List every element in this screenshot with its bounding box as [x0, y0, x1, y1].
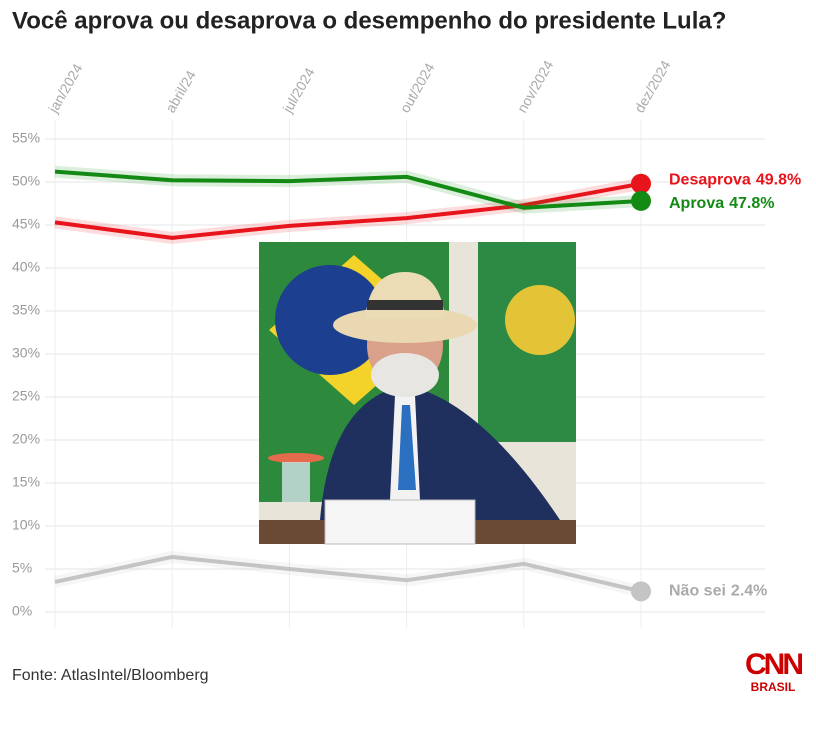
- value-label: 49.8%: [756, 172, 801, 189]
- end-dot: [631, 581, 651, 602]
- y-tick-label: 25%: [12, 388, 40, 404]
- value-label: 47.8%: [729, 195, 774, 212]
- emblem: [505, 285, 575, 355]
- end-dot: [631, 190, 651, 211]
- flag-globe: [275, 265, 385, 375]
- x-tick-label: dez/2024: [631, 57, 674, 115]
- series-label: Desaprova 49.8%: [669, 172, 801, 189]
- y-tick-label: 20%: [12, 431, 40, 447]
- y-tick-label: 15%: [12, 474, 40, 490]
- value-label: 2.4%: [731, 583, 767, 600]
- logo: CNN: [745, 648, 802, 681]
- series-line: [54, 554, 642, 594]
- x-tick-label: nov/2024: [514, 57, 557, 115]
- series-line: [54, 181, 642, 240]
- x-tick-label: jul/2024: [279, 65, 318, 117]
- x-tick-label: abril/24: [162, 67, 199, 115]
- y-tick-label: 55%: [12, 130, 40, 146]
- glass: [282, 462, 310, 502]
- nameplate: [324, 499, 476, 545]
- hat-band: [367, 300, 443, 310]
- end-dot: [631, 173, 651, 194]
- series-name: Desaprova: [669, 172, 751, 189]
- series-label: Não sei 2.4%: [669, 583, 767, 600]
- series-line: [54, 169, 642, 210]
- y-tick-label: 50%: [12, 173, 40, 189]
- chart-title: Você aprova ou desaprova o desempenho do…: [12, 7, 726, 34]
- tie: [398, 405, 416, 490]
- source: Fonte: AtlasIntel/Bloomberg: [12, 667, 209, 684]
- lines: Desaprova 49.8% Aprova 47.8% Não sei 2.4%: [53, 165, 801, 602]
- y-tick-label: 10%: [12, 517, 40, 533]
- y-tick-label: 40%: [12, 259, 40, 275]
- photo: [259, 242, 576, 545]
- x-tick-label: out/2024: [397, 60, 438, 115]
- series-name: Aprova: [669, 195, 724, 212]
- y-tick-label: 5%: [12, 560, 32, 576]
- series-name: Não sei: [669, 583, 726, 600]
- suit: [320, 385, 560, 520]
- y-tick-label: 30%: [12, 345, 40, 361]
- series-label: Aprova 47.8%: [669, 195, 775, 212]
- x-tick-label: jan/2024: [44, 61, 85, 117]
- glass-lid: [268, 453, 324, 463]
- y-tick-label: 45%: [12, 216, 40, 232]
- logo-subtitle: BRASIL: [751, 680, 796, 694]
- y-tick-label: 35%: [12, 302, 40, 318]
- y-tick-label: 0%: [12, 603, 32, 619]
- beard: [371, 353, 439, 397]
